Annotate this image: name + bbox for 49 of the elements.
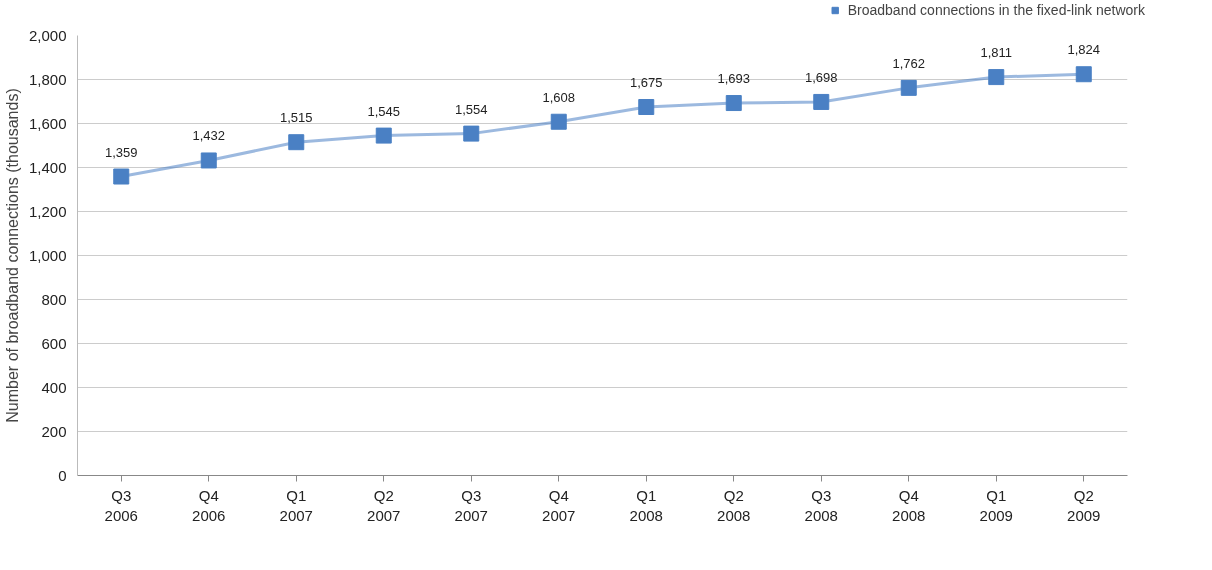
- x-tick-label: Q2 2007: [367, 486, 401, 524]
- point: [988, 69, 1005, 86]
- point: [113, 168, 130, 185]
- x-tick-label: Q3 2007: [454, 486, 488, 524]
- data-label: 1,698: [804, 69, 838, 85]
- data-label: 1,545: [367, 103, 401, 119]
- x-tick-label: Q1 2008: [629, 486, 663, 524]
- x-tick-label: Q2 2008: [717, 486, 751, 524]
- x-tick-label: Q4 2006: [192, 486, 226, 524]
- data-label: 1,811: [980, 45, 1013, 61]
- point: [463, 125, 480, 142]
- x-tick-label: Q3 2006: [104, 486, 138, 524]
- x-tick-label: Q4 2007: [542, 486, 576, 524]
- data-label: 1,515: [279, 110, 313, 126]
- data-label: 1,824: [1067, 42, 1101, 58]
- y-tick-label: 200: [41, 422, 67, 440]
- point: [200, 152, 217, 169]
- point: [813, 93, 830, 110]
- y-axis-title: Number of broadband connections (thousands): [3, 88, 21, 423]
- x-tick-label: Q1 2009: [979, 486, 1013, 524]
- data-label: 1,608: [542, 89, 576, 105]
- y-tick-label: 0: [58, 466, 67, 484]
- point: [638, 99, 655, 115]
- x-tick-label: Q1 2007: [279, 486, 313, 524]
- point: [1075, 66, 1092, 83]
- data-label: 1,432: [192, 128, 226, 144]
- data-label: 1,554: [454, 101, 488, 117]
- legend-label: Broadband connections in the fixed-link network: [847, 2, 1145, 18]
- x-tick-label: Q4 2008: [892, 486, 926, 524]
- point: [375, 127, 392, 144]
- point: [550, 113, 567, 130]
- data-label: 1,762: [892, 55, 926, 71]
- y-tick-label: 600: [41, 334, 67, 352]
- data-label: 1,693: [717, 71, 751, 87]
- y-tick-label: 2,000: [28, 26, 67, 44]
- x-tick-label: Q2 2009: [1067, 486, 1101, 524]
- point: [900, 79, 917, 96]
- data-label: 1,675: [629, 75, 663, 90]
- data-label: 1,359: [104, 144, 138, 160]
- y-tick-label: 1,400: [28, 158, 67, 176]
- y-tick-label: 400: [41, 378, 67, 396]
- point: [725, 95, 742, 112]
- y-tick-label: 1,600: [28, 114, 67, 132]
- y-tick-label: 800: [41, 290, 67, 308]
- point: [288, 134, 305, 151]
- x-tick-label: Q3 2008: [804, 486, 838, 524]
- y-tick-label: 1,800: [28, 70, 67, 88]
- y-tick-label: 1,200: [28, 202, 67, 220]
- y-tick-label: 1,000: [28, 246, 67, 264]
